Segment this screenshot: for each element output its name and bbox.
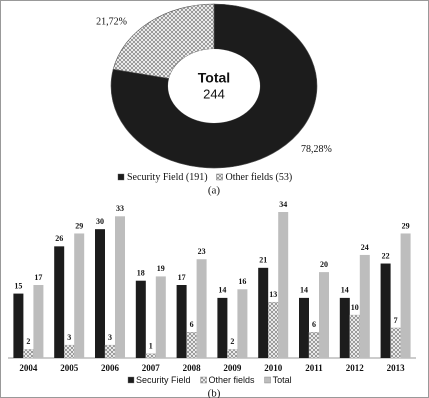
legend-swatch (216, 173, 223, 181)
value-label: 21 (259, 256, 267, 265)
bar (95, 229, 105, 358)
value-label: 18 (137, 269, 145, 278)
bar (54, 246, 65, 358)
value-label: 22 (382, 251, 390, 260)
value-label: 19 (157, 264, 165, 273)
value-label: 26 (55, 234, 63, 243)
bar (237, 289, 248, 358)
value-label: 24 (361, 243, 369, 252)
caption: (b) (208, 388, 221, 398)
legend-label: Security Field (191) (127, 172, 208, 183)
value-label: 14 (300, 286, 308, 295)
bar (196, 259, 207, 358)
donut-hole (168, 49, 260, 123)
bar (186, 332, 197, 359)
x-tick-label: 2010 (264, 363, 283, 373)
legend-label: Security Field (136, 375, 191, 385)
value-label: 23 (198, 247, 206, 256)
value-label: 17 (34, 273, 42, 282)
value-label: 6 (190, 320, 194, 329)
legend-swatch (127, 376, 135, 384)
value-label: 3 (108, 333, 112, 342)
bar (359, 254, 370, 358)
x-tick-label: 2004 (19, 363, 38, 373)
value-label: 30 (96, 217, 104, 226)
bar (299, 297, 309, 358)
center-title: Total (198, 70, 230, 86)
value-label: 29 (402, 221, 410, 230)
legend-swatch (200, 376, 207, 384)
value-label: 10 (351, 303, 359, 312)
value-label: 15 (14, 281, 22, 290)
bar (74, 233, 85, 358)
x-tick-label: 2012 (346, 363, 365, 373)
bar (308, 332, 320, 359)
value-label: 34 (279, 200, 287, 209)
value-label: 20 (320, 260, 328, 269)
legend-label: Other fields (209, 375, 256, 385)
value-label: 3 (67, 333, 71, 342)
bar (115, 216, 125, 358)
bar (400, 233, 411, 358)
value-label: 33 (116, 204, 124, 213)
value-label: 17 (178, 273, 186, 282)
bar (349, 314, 360, 359)
value-label: 2 (26, 337, 30, 346)
bar (63, 344, 75, 359)
bar (380, 263, 391, 358)
bar (13, 293, 24, 358)
legend-label: Total (273, 375, 292, 385)
bar (339, 297, 350, 358)
value-label: 1 (149, 342, 153, 351)
value-label: 14 (218, 286, 226, 295)
bar (258, 267, 269, 358)
bar (23, 349, 34, 359)
value-label: 29 (75, 221, 83, 230)
bar (227, 349, 238, 359)
segment-label: 78,28% (301, 144, 332, 155)
x-tick-label: 2005 (60, 363, 79, 373)
value-label: 13 (269, 290, 277, 299)
x-tick-label: 2007 (142, 363, 161, 373)
bar (104, 344, 116, 359)
legend-label: Other fields (53) (226, 172, 293, 183)
legend-swatch (264, 376, 271, 384)
value-label: 7 (394, 316, 398, 325)
bar (390, 327, 401, 359)
bar (319, 272, 329, 358)
bar (145, 353, 157, 359)
x-tick-label: 2013 (387, 363, 406, 373)
caption: (a) (208, 185, 221, 197)
x-tick-label: 2011 (305, 363, 323, 373)
bar (155, 276, 166, 358)
legend-swatch (117, 173, 125, 181)
value-label: 14 (341, 286, 349, 295)
x-tick-label: 2009 (223, 363, 242, 373)
value-label: 6 (312, 320, 316, 329)
x-tick-label: 2006 (101, 363, 120, 373)
bar (33, 285, 44, 358)
bar (176, 285, 187, 358)
bar (278, 212, 289, 358)
bar (135, 280, 146, 358)
segment-label: 21,72% (96, 17, 127, 28)
bar (217, 297, 228, 358)
value-label: 2 (230, 337, 234, 346)
bar (268, 301, 279, 359)
value-label: 16 (238, 277, 246, 286)
center-value: 244 (203, 86, 225, 101)
x-tick-label: 2008 (183, 363, 202, 373)
